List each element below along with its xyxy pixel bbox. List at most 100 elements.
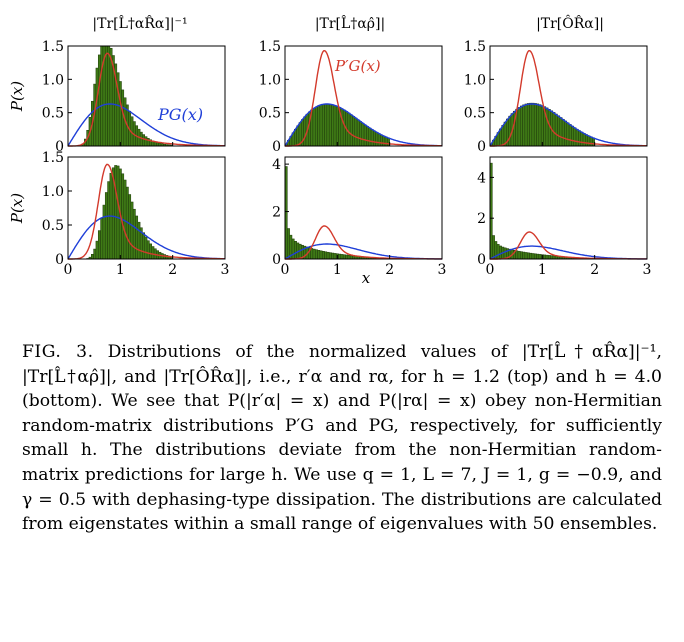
histogram-bar xyxy=(382,135,386,147)
histogram-bar xyxy=(144,136,148,147)
histogram-bar xyxy=(104,45,108,147)
histogram-bar xyxy=(589,136,593,147)
histogram-bar xyxy=(531,102,535,147)
panel-bottom-right: 0 2 4 0 1 2 3 xyxy=(477,156,652,278)
panel-frame xyxy=(489,45,648,147)
histogram-bar xyxy=(303,116,307,147)
histogram-bar xyxy=(331,252,335,260)
histogram-bar xyxy=(312,248,316,260)
histogram-bar xyxy=(529,252,533,260)
y-tick-label: 1.0 xyxy=(259,72,281,88)
histogram-bar xyxy=(93,248,97,260)
histogram-bar xyxy=(380,134,383,147)
x-tick-label: 3 xyxy=(438,262,447,278)
histogram-bar xyxy=(526,103,530,147)
histogram-bar xyxy=(116,165,120,260)
histogram-bar xyxy=(314,249,318,260)
histogram-bar xyxy=(144,236,148,260)
histogram-bar xyxy=(538,104,542,147)
histogram-bar xyxy=(314,106,318,147)
y-tick-label: 0 xyxy=(55,139,64,155)
histogram-bar xyxy=(331,104,335,147)
y-tick-label: 1.5 xyxy=(42,39,64,55)
histogram-bar xyxy=(533,253,537,260)
y-tick-label: 0.5 xyxy=(42,106,64,122)
panel-frame xyxy=(284,45,443,147)
histogram-bar xyxy=(342,254,346,260)
histogram-bar xyxy=(517,107,521,147)
histogram-bar xyxy=(552,112,556,147)
y-tick-label: 0.5 xyxy=(464,106,486,122)
histogram-bar xyxy=(349,255,353,260)
y-tick-label: 0 xyxy=(55,252,64,268)
y-tick-label: 0 xyxy=(477,252,486,268)
histogram-bar xyxy=(349,114,353,147)
histogram-bar xyxy=(501,125,505,147)
histogram-bar xyxy=(142,134,146,147)
histogram-bar xyxy=(517,250,521,260)
histogram-bar xyxy=(326,103,330,147)
x-tick-label: 1 xyxy=(116,262,125,278)
panel-bottom-middle: 0 2 4 0 1 2 3 xyxy=(272,156,447,278)
y-tick-label: 2 xyxy=(477,211,486,227)
histogram-bar xyxy=(95,240,99,260)
histogram-bar xyxy=(118,81,122,147)
histogram-bar xyxy=(536,103,540,147)
histogram-bar xyxy=(561,118,565,147)
histogram-bar xyxy=(522,104,526,147)
pg-prime-curve xyxy=(68,52,225,147)
histogram-bar xyxy=(97,54,101,147)
panel-top-right: 0 0.5 1.0 1.5 xyxy=(464,39,648,155)
histogram-bar xyxy=(156,142,159,147)
histogram-bar xyxy=(368,127,372,147)
histogram-bar xyxy=(340,254,344,260)
histogram-bar xyxy=(524,103,528,147)
histogram-bar xyxy=(142,232,146,260)
x-tick-label: 2 xyxy=(590,262,599,278)
y-tick-label: 1.0 xyxy=(464,72,486,88)
y-tick-label: 4 xyxy=(477,170,486,186)
histogram-bar xyxy=(533,103,537,147)
histogram-bar xyxy=(540,105,544,147)
histogram-bar xyxy=(587,135,591,147)
x-tick-label: 0 xyxy=(486,262,495,278)
histogram-bar xyxy=(573,127,577,147)
histogram-bar xyxy=(328,103,332,147)
histogram-bar xyxy=(291,238,295,260)
x-tick-label: 2 xyxy=(168,262,177,278)
pg-prime-curve xyxy=(285,49,442,147)
y-tick-label: 1.5 xyxy=(259,39,281,55)
histogram-bar xyxy=(321,103,325,147)
panel-frame xyxy=(67,45,226,147)
histogram-bar xyxy=(377,133,381,147)
y-tick-label: 2 xyxy=(272,205,281,221)
histogram-bar xyxy=(296,125,300,147)
y-tick-label: 0 xyxy=(272,252,281,268)
histogram-bar xyxy=(151,246,155,260)
x-tick-label: 3 xyxy=(643,262,652,278)
x-tick-label: 1 xyxy=(333,262,342,278)
panel-frame xyxy=(489,156,648,260)
histogram-bar xyxy=(566,122,570,147)
y-tick-label: 0.5 xyxy=(259,106,281,122)
histogram-bar xyxy=(312,107,316,147)
histogram-bar xyxy=(366,126,369,147)
histogram-bar xyxy=(559,117,563,147)
histogram-bar xyxy=(545,254,549,260)
histogram-bar xyxy=(568,124,572,147)
column-title: |Tr[L̂†αρ̂]| xyxy=(315,14,385,32)
histogram-bar xyxy=(335,106,339,147)
histogram-bar xyxy=(363,124,367,147)
y-tick-label: 0.5 xyxy=(42,218,64,234)
histogram-bar xyxy=(135,215,139,260)
histogram-bar xyxy=(121,89,125,147)
histogram-bar xyxy=(317,250,321,260)
column-title: |Tr[ÔR̂α]| xyxy=(536,14,604,32)
pg-prime-curve xyxy=(490,49,647,147)
histogram-bar xyxy=(538,254,542,260)
histogram-bar xyxy=(107,181,111,260)
histogram-bar xyxy=(104,192,108,260)
histogram-bar xyxy=(352,116,356,147)
histogram-bar xyxy=(114,165,118,260)
caption-label: FIG. 3. xyxy=(22,342,94,362)
